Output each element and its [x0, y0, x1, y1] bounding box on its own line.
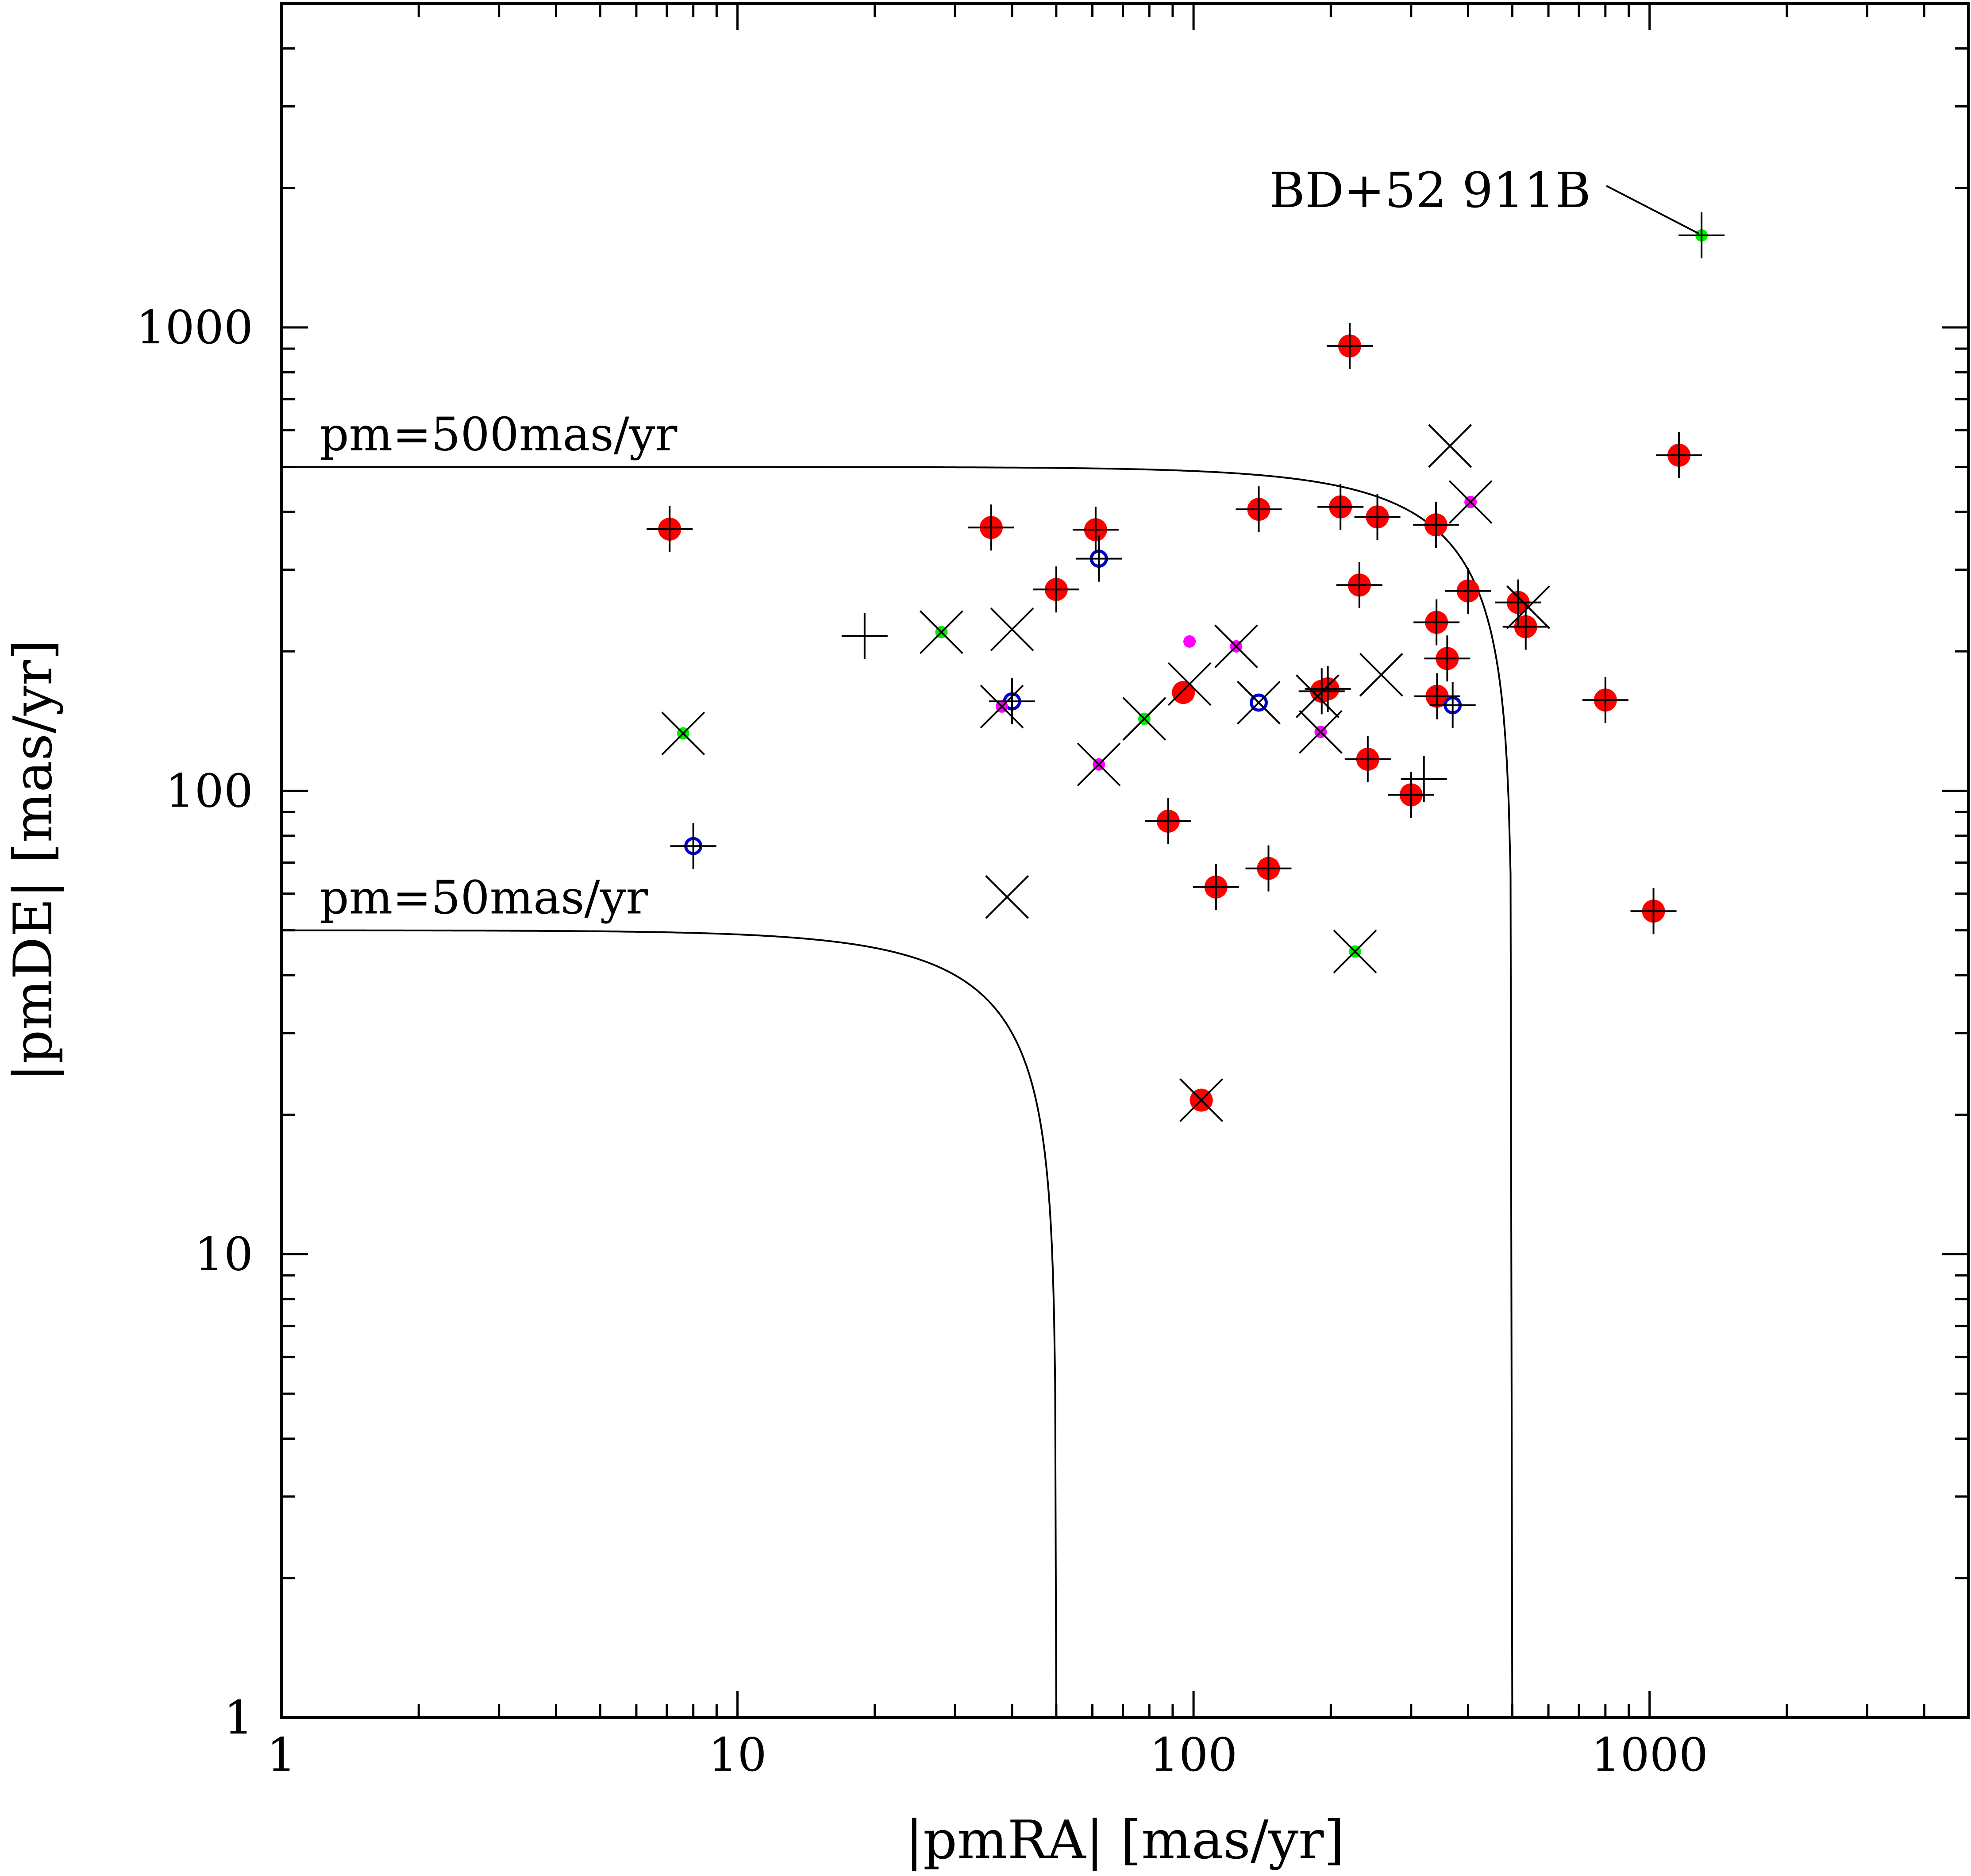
- y-axis-label: |pmDE| [mas/yr]: [3, 639, 64, 1082]
- marker-cross-0: [661, 711, 705, 756]
- marker-plus-25: [1429, 682, 1476, 728]
- marker-plus-6: [1072, 507, 1119, 553]
- y-tick-label-2: 100: [165, 764, 253, 818]
- marker-cross-10: [1237, 680, 1281, 725]
- marker-cross-17: [1506, 585, 1550, 629]
- annotation-label-0: BD+52 911B: [1269, 162, 1591, 219]
- marker-plus-11: [1245, 845, 1292, 892]
- marker-cross-9: [1214, 624, 1258, 669]
- data-points-layer: [647, 212, 1725, 1122]
- x-tick-label-3: 1000: [1591, 1728, 1708, 1782]
- marker-cross-15: [1428, 424, 1472, 468]
- marker-plus-20: [1401, 756, 1447, 802]
- marker-filled-circle-4: [1172, 681, 1195, 704]
- annotation-leader-0: [1606, 185, 1700, 234]
- marker-plus-2: [841, 613, 888, 659]
- marker-cross-11: [1298, 710, 1343, 754]
- x-tick-label-2: 100: [1150, 1728, 1238, 1782]
- marker-cross-13: [1333, 930, 1377, 973]
- marker-plus-13: [1305, 665, 1351, 712]
- marker-cross-4: [985, 875, 1029, 919]
- marker-plus-5: [1033, 566, 1079, 613]
- marker-plus-21: [1413, 502, 1459, 548]
- marker-cross-2: [980, 684, 1024, 729]
- x-tick-label-1: 10: [708, 1728, 766, 1782]
- axes-layer: [280, 2, 1970, 1719]
- pm-curve-label-50: pm=50mas/yr: [320, 871, 648, 925]
- marker-plus-3: [968, 504, 1014, 551]
- marker-cross-3: [990, 607, 1034, 651]
- marker-plus-18: [1354, 494, 1401, 540]
- marker-cross-1: [919, 610, 963, 654]
- marker-plus-1: [670, 823, 716, 869]
- marker-plus-14: [1317, 484, 1364, 530]
- pm-curve-50: [281, 929, 1057, 1718]
- marker-plus-16: [1336, 562, 1382, 608]
- x-axis-label: |pmRA| [mas/yr]: [905, 1810, 1345, 1871]
- marker-cross-16: [1448, 480, 1493, 524]
- marker-open-circle-3: [1249, 693, 1268, 712]
- pm-curves-layer: pm=500mas/yr pm=50mas/yr: [281, 407, 1513, 1718]
- marker-cross-14: [1359, 653, 1403, 697]
- marker-cross-8: [1167, 662, 1212, 706]
- marker-plus-7: [1076, 535, 1122, 582]
- marker-plus-17: [1344, 736, 1391, 782]
- marker-plus-9: [1193, 864, 1239, 910]
- marker-plus-8: [1145, 798, 1191, 844]
- y-tick-label-0: 1: [224, 1691, 253, 1745]
- marker-plus-31: [1656, 432, 1702, 478]
- marker-cross-7: [1179, 1078, 1224, 1122]
- y-tick-label-1: 10: [195, 1227, 253, 1281]
- marker-plus-29: [1582, 677, 1628, 723]
- marker-cross-5: [1077, 742, 1121, 787]
- plot-frame: [280, 2, 1970, 1719]
- x-tick-label-0: 1: [267, 1728, 296, 1782]
- pm-curve-label-500: pm=500mas/yr: [320, 407, 678, 461]
- marker-plus-24: [1424, 635, 1471, 682]
- marker-plus-15: [1327, 323, 1373, 369]
- marker-plus-10: [1236, 486, 1282, 533]
- marker-cross-12: [1295, 674, 1340, 718]
- marker-cross-6: [1122, 697, 1166, 741]
- labels-layer: BD+52 911B 1 10 100 1000 1 10 100 1000 |pmRA| [ma…: [3, 162, 1708, 1871]
- marker-plus-0: [647, 506, 693, 552]
- marker-plus-28: [1502, 604, 1549, 650]
- y-tick-label-3: 1000: [136, 300, 253, 354]
- marker-plus-26: [1445, 568, 1491, 614]
- marker-plus-32: [1678, 212, 1725, 258]
- marker-plus-30: [1630, 888, 1677, 934]
- pm-curve-500: [281, 466, 1513, 1718]
- marker-filled-dot-2: [1183, 635, 1196, 648]
- marker-plus-22: [1413, 599, 1460, 646]
